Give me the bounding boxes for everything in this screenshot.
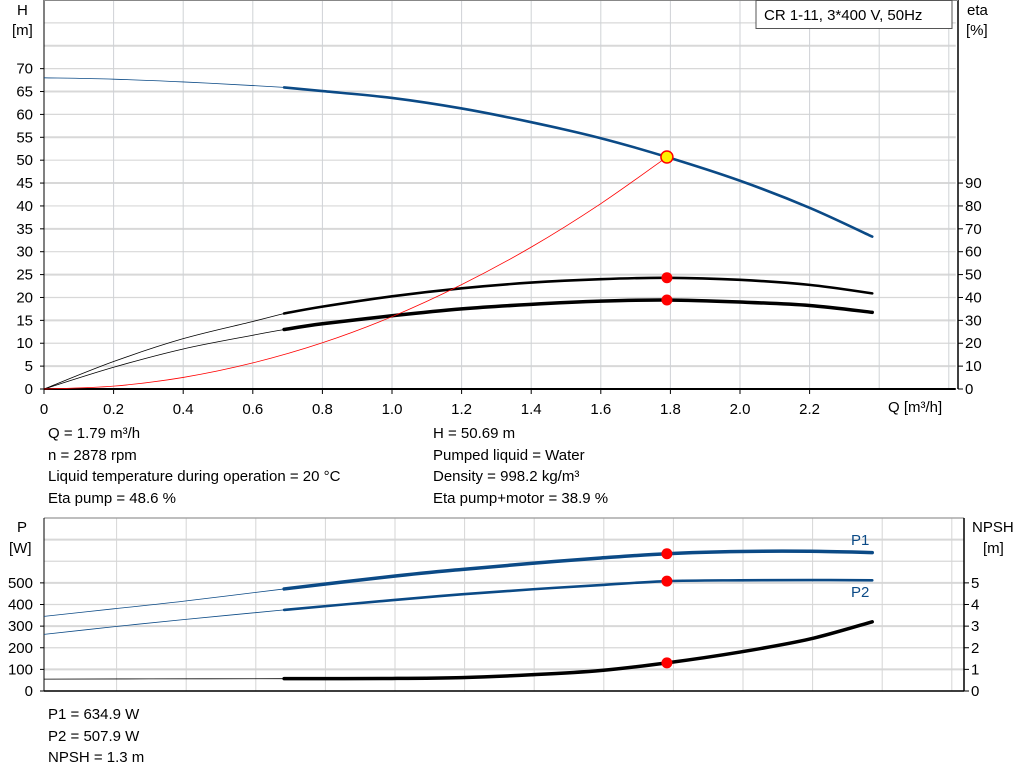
h-tick-label: 70 bbox=[16, 61, 33, 78]
p1-curve-thin bbox=[43, 588, 285, 617]
p-tick-label: 400 bbox=[8, 597, 33, 614]
bottom-chart-grid bbox=[43, 517, 965, 692]
q-tick-label: 0 bbox=[40, 401, 48, 418]
npsh-axis-label: NPSH bbox=[972, 519, 1014, 536]
eta-axis-label: eta bbox=[967, 2, 989, 19]
h-tick-label: 65 bbox=[16, 84, 33, 101]
q-tick-label: 0.6 bbox=[242, 401, 263, 418]
p2-curve-thin bbox=[43, 609, 285, 635]
q-tick-label: 1.2 bbox=[451, 401, 472, 418]
p2-series-label: P2 bbox=[851, 584, 869, 601]
q-tick-label: 1.0 bbox=[382, 401, 403, 418]
h-tick-label: 25 bbox=[16, 267, 33, 284]
q-tick-label: 0.8 bbox=[312, 401, 333, 418]
h-tick-label: 40 bbox=[16, 198, 33, 215]
curves bbox=[43, 77, 874, 681]
eta-pump-curve bbox=[282, 276, 874, 315]
h-tick-label: 50 bbox=[16, 152, 33, 169]
q-axis-label: Q [m³/h] bbox=[888, 399, 942, 416]
npsh-tick-label: 4 bbox=[971, 597, 979, 614]
duty-point-marker bbox=[660, 150, 674, 164]
p-axis-label: P bbox=[17, 519, 27, 536]
readout-q: Q = 1.79 m³/h bbox=[48, 425, 141, 442]
q-tick-label: 1.8 bbox=[660, 401, 681, 418]
readout-liquid: Pumped liquid = Water bbox=[433, 446, 585, 464]
p-tick-label: 500 bbox=[8, 575, 33, 592]
readout-h: H = 50.69 m bbox=[433, 425, 516, 442]
p1-duty-marker bbox=[661, 548, 673, 560]
npsh-tick-label: 1 bbox=[971, 661, 979, 678]
eta-tick-label: 90 bbox=[965, 175, 982, 192]
pump-model-title: CR 1-11, 3*400 V, 50Hz bbox=[764, 7, 922, 24]
readout-left: Q = 1.79 m³/h n = 2878 rpm Liquid temper… bbox=[48, 423, 340, 509]
H-curve-thin bbox=[43, 77, 285, 88]
readout-p2: P2 = 507.9 W bbox=[48, 727, 140, 745]
q-tick-label: 0.2 bbox=[103, 401, 124, 418]
system-curve-curve bbox=[43, 156, 668, 390]
readout-density: Density = 998.2 kg/m³ bbox=[433, 468, 580, 485]
H-curve bbox=[282, 86, 874, 238]
eta-tick-label: 50 bbox=[965, 267, 982, 284]
h-tick-label: 55 bbox=[16, 129, 33, 146]
readout-right: H = 50.69 m Pumped liquid = Water Densit… bbox=[433, 423, 608, 509]
eta-pump-curve-thin bbox=[43, 313, 285, 390]
eta-pump-motor-curve bbox=[282, 298, 874, 332]
p2-curve bbox=[282, 578, 874, 612]
q-tick-label: 1.6 bbox=[590, 401, 611, 418]
p-tick-label: 200 bbox=[8, 640, 33, 657]
pump-model-box bbox=[755, 0, 953, 29]
p-axis-unit: [W] bbox=[9, 540, 32, 557]
h-axis-label: H bbox=[17, 2, 28, 19]
h-tick-label: 15 bbox=[16, 312, 33, 329]
eta-pump-motor-duty-marker bbox=[661, 294, 673, 306]
npsh-tick-label: 3 bbox=[971, 618, 979, 635]
q-tick-label: 2.0 bbox=[730, 401, 751, 418]
eta-tick-label: 20 bbox=[965, 335, 982, 352]
h-tick-label: 5 bbox=[25, 358, 33, 375]
readout-power: P1 = 634.9 W P2 = 507.9 W NPSH = 1.3 m bbox=[48, 704, 144, 769]
readout-speed: n = 2878 rpm bbox=[48, 446, 137, 464]
h-axis-unit: [m] bbox=[12, 22, 33, 39]
eta-tick-label: 30 bbox=[965, 312, 982, 329]
npsh-axis-unit: [m] bbox=[983, 540, 1004, 557]
readout-eta-pump-motor: Eta pump+motor = 38.9 % bbox=[433, 489, 609, 507]
p-tick-label: 300 bbox=[8, 618, 33, 635]
p-tick-label: 0 bbox=[25, 683, 33, 700]
q-tick-label: 1.4 bbox=[521, 401, 542, 418]
eta-tick-label: 80 bbox=[965, 198, 982, 215]
eta-pump-duty-marker bbox=[661, 272, 673, 284]
p-tick-label: 100 bbox=[8, 661, 33, 678]
npsh-tick-label: 0 bbox=[971, 683, 979, 700]
p1-series-label: P1 bbox=[851, 532, 869, 549]
npsh-tick-label: 2 bbox=[971, 640, 979, 657]
h-tick-label: 10 bbox=[16, 335, 33, 352]
h-tick-label: 45 bbox=[16, 175, 33, 192]
readout-p1: P1 = 634.9 W bbox=[48, 706, 140, 723]
h-tick-label: 35 bbox=[16, 221, 33, 238]
readout-temperature: Liquid temperature during operation = 20… bbox=[48, 468, 341, 485]
q-tick-label: 2.2 bbox=[799, 401, 820, 418]
top-chart-grid bbox=[43, 0, 959, 390]
npsh-duty-marker bbox=[661, 657, 673, 669]
eta-tick-label: 10 bbox=[965, 358, 982, 375]
eta-pump-motor-curve-thin bbox=[43, 329, 285, 390]
eta-tick-label: 70 bbox=[965, 221, 982, 238]
eta-axis-unit: [%] bbox=[966, 22, 988, 39]
eta-tick-label: 0 bbox=[965, 381, 973, 398]
h-tick-label: 20 bbox=[16, 289, 33, 306]
npsh-curve bbox=[282, 620, 874, 681]
h-tick-label: 30 bbox=[16, 244, 33, 261]
eta-tick-label: 40 bbox=[965, 289, 982, 306]
eta-tick-label: 60 bbox=[965, 244, 982, 261]
p2-duty-marker bbox=[661, 575, 673, 587]
readout-npsh: NPSH = 1.3 m bbox=[48, 749, 145, 766]
readout-eta-pump: Eta pump = 48.6 % bbox=[48, 489, 176, 507]
tick-labels: 0510152025303540455055606570010203040506… bbox=[8, 61, 982, 700]
p1-curve bbox=[282, 549, 874, 591]
q-tick-label: 0.4 bbox=[173, 401, 194, 418]
h-tick-label: 60 bbox=[16, 106, 33, 123]
npsh-tick-label: 5 bbox=[971, 575, 979, 592]
h-tick-label: 0 bbox=[25, 381, 33, 398]
